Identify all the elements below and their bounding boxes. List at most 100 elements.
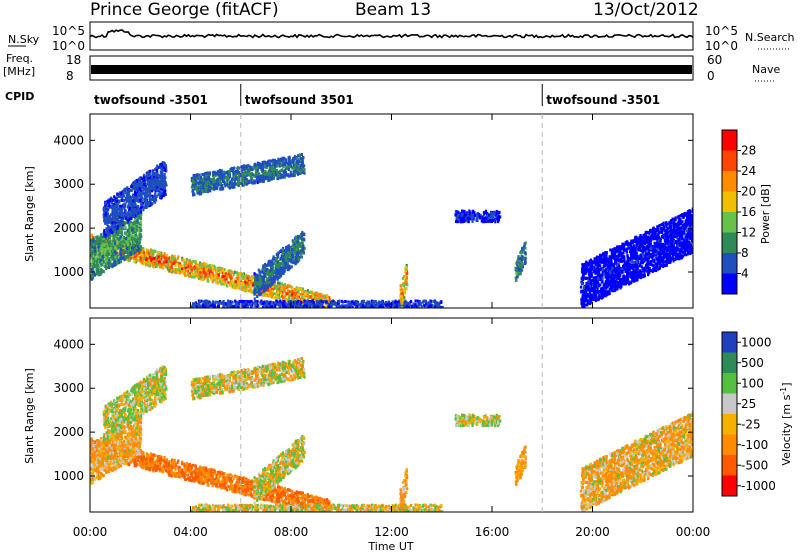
power-cell xyxy=(108,236,111,240)
power-cell xyxy=(323,294,326,298)
power-cell xyxy=(110,204,113,208)
power-cell xyxy=(218,279,221,283)
power-cell xyxy=(161,180,164,184)
power-cell xyxy=(153,173,156,177)
power-cell xyxy=(264,177,267,181)
power-cell xyxy=(361,305,364,308)
power-cell xyxy=(218,170,221,174)
power-cell xyxy=(197,184,200,188)
power-cell xyxy=(221,183,224,187)
nave-tick-low: 0 xyxy=(707,69,715,83)
power-cell xyxy=(356,301,360,305)
power-cell xyxy=(178,261,181,265)
power-cell xyxy=(147,181,150,185)
power-cell xyxy=(114,215,117,219)
power-cell xyxy=(107,249,110,253)
power-cell xyxy=(151,172,154,176)
power-cell xyxy=(210,178,213,181)
power-cell xyxy=(147,204,150,208)
power-cell xyxy=(258,162,261,165)
power-cell xyxy=(437,302,440,306)
power-cell xyxy=(148,176,152,180)
power-cell xyxy=(226,275,229,279)
power-cell xyxy=(329,310,331,313)
power-cell xyxy=(253,180,256,184)
power-cell xyxy=(349,300,352,304)
power-cell xyxy=(193,175,196,178)
power-cell xyxy=(252,301,255,305)
power-cell xyxy=(121,218,124,222)
power-cell xyxy=(271,161,274,165)
power-cell xyxy=(201,272,204,276)
power-cell xyxy=(214,174,217,178)
power-cell xyxy=(258,172,261,176)
power-cell xyxy=(276,174,279,178)
power-cell xyxy=(330,303,333,307)
power-cell xyxy=(142,188,145,191)
power-cell xyxy=(368,300,371,304)
power-cell xyxy=(176,257,179,261)
power-cell xyxy=(151,194,154,198)
power-cell xyxy=(286,162,290,166)
power-cell xyxy=(113,195,116,199)
power-cell xyxy=(195,272,198,276)
power-cell xyxy=(108,250,111,254)
power-cell xyxy=(431,303,434,307)
power-cell xyxy=(107,220,110,224)
power-cell xyxy=(295,245,298,249)
power-cell xyxy=(296,248,299,252)
power-cell xyxy=(278,162,281,166)
power-cell xyxy=(128,197,131,201)
power-cell xyxy=(211,301,214,305)
power-cell xyxy=(221,186,224,190)
power-cell xyxy=(143,187,147,191)
power-cell xyxy=(277,284,280,288)
power-cell xyxy=(92,272,95,276)
power-cell xyxy=(160,175,163,179)
power-cell xyxy=(144,260,147,264)
power-cell xyxy=(283,173,286,177)
power-cell xyxy=(250,168,254,172)
power-cell xyxy=(270,176,273,180)
power-cell xyxy=(227,280,230,284)
power-cell xyxy=(107,230,110,234)
power-cell xyxy=(140,177,143,181)
power-cell xyxy=(122,204,125,208)
power-cell xyxy=(130,236,133,240)
power-cell xyxy=(211,303,214,307)
power-cell xyxy=(241,183,245,187)
power-cell xyxy=(121,244,124,248)
power-cell xyxy=(156,167,159,171)
power-cell xyxy=(102,260,105,264)
power-cell xyxy=(94,265,97,269)
power-cell xyxy=(107,198,110,202)
power-cell xyxy=(405,304,409,308)
power-cell xyxy=(280,163,283,167)
power-cell xyxy=(123,258,126,262)
power-cell xyxy=(194,187,197,191)
power-cell xyxy=(101,262,104,266)
power-cell xyxy=(267,289,270,293)
power-cell xyxy=(124,213,127,217)
power-cell xyxy=(112,209,115,212)
power-cell xyxy=(251,303,254,307)
power-cell xyxy=(342,306,345,308)
power-cell xyxy=(322,305,325,308)
power-cell xyxy=(135,211,138,215)
power-cell xyxy=(222,280,225,284)
power-cell xyxy=(290,287,293,291)
power-cell xyxy=(346,300,349,304)
power-cell xyxy=(208,268,211,272)
power-cell xyxy=(139,210,143,214)
power-cell xyxy=(190,305,193,308)
power-cell xyxy=(238,171,241,175)
power-cell xyxy=(113,215,116,219)
power-cell xyxy=(131,227,134,231)
power-cell xyxy=(124,226,127,230)
power-cell xyxy=(103,229,106,233)
power-cell xyxy=(341,304,344,308)
power-cell xyxy=(258,272,261,276)
power-cell xyxy=(215,171,218,175)
power-cell xyxy=(139,220,142,224)
power-cell xyxy=(128,222,131,226)
